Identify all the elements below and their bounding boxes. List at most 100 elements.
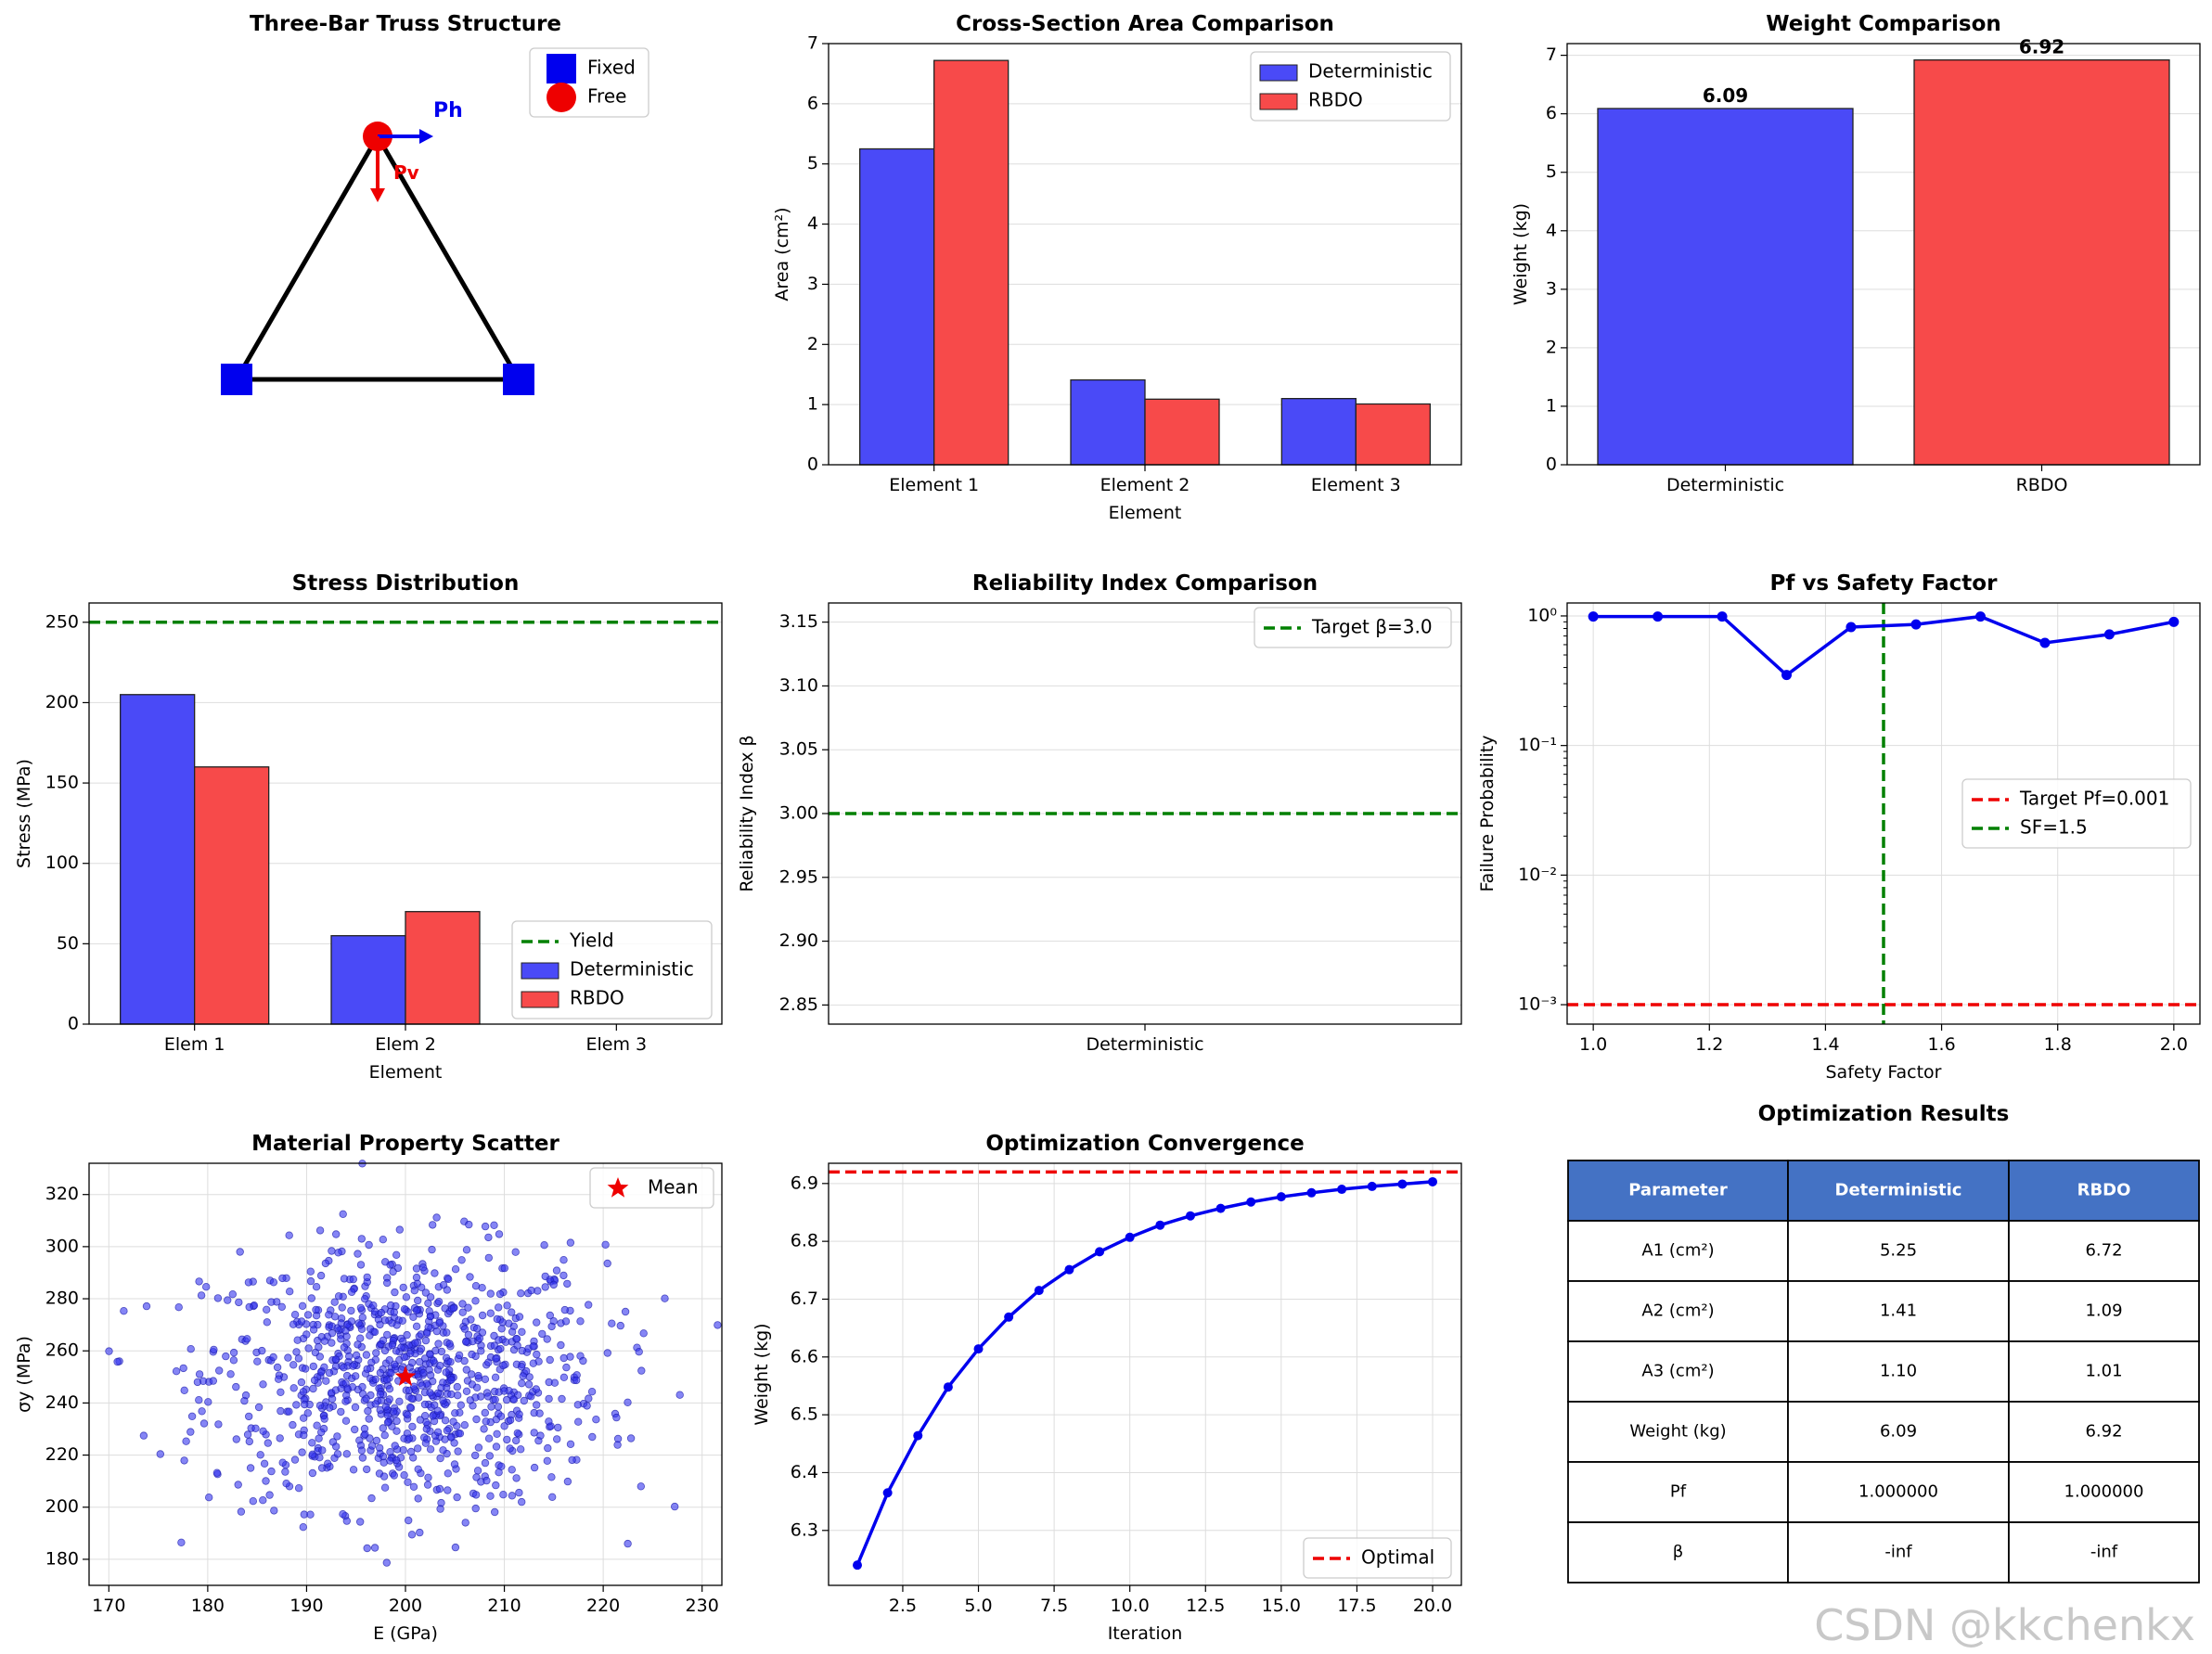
- area-bar-rbdo: [933, 59, 1010, 466]
- scatter-point: [433, 1406, 442, 1415]
- scatter-point: [228, 1289, 237, 1299]
- scatter-point: [553, 1435, 561, 1443]
- scatter-point: [376, 1368, 385, 1378]
- convergence-point: [1095, 1247, 1105, 1257]
- scatter-point: [347, 1317, 356, 1326]
- results-cell: [1787, 1521, 2010, 1583]
- scatter-point: [414, 1393, 423, 1402]
- scatter-point: [180, 1456, 188, 1465]
- scatter-point: [407, 1394, 416, 1403]
- stress-legend: [511, 920, 713, 1019]
- stress-frame: [88, 602, 723, 1025]
- results-cell: [2008, 1461, 2200, 1523]
- convergence-ytick-label: 6.6: [791, 1346, 818, 1366]
- area-bar-deterministic: [859, 147, 935, 466]
- area-legend-swatch: [1259, 64, 1298, 82]
- scatter-point: [530, 1429, 538, 1437]
- scatter-point: [486, 1492, 495, 1500]
- scatter-point: [362, 1351, 371, 1359]
- scatter-point: [309, 1384, 317, 1393]
- reliability-xtick-label: Deterministic: [1086, 1034, 1203, 1055]
- pf-point: [1910, 619, 1922, 630]
- scatter-point: [352, 1372, 360, 1380]
- scatter-point: [349, 1466, 358, 1474]
- scatter-point: [405, 1516, 413, 1525]
- scatter-point: [421, 1289, 431, 1297]
- stress-ytick-label: 200: [45, 692, 79, 712]
- scatter-point: [486, 1309, 495, 1317]
- scatter-point: [182, 1437, 190, 1445]
- pf-point: [2039, 637, 2051, 648]
- scatter-xtick-label: 170: [92, 1596, 125, 1616]
- pf-point: [1653, 611, 1664, 622]
- scatter-point: [282, 1479, 290, 1488]
- scatter-point: [566, 1238, 575, 1247]
- pf-ylabel: Failure Probability: [1477, 736, 1498, 892]
- results-cell: [1567, 1401, 1789, 1463]
- scatter-point: [601, 1240, 610, 1249]
- scatter-point: [422, 1425, 431, 1433]
- scatter-point: [388, 1319, 396, 1327]
- scatter-point: [603, 1349, 611, 1357]
- scatter-point: [443, 1426, 452, 1435]
- scatter-point: [420, 1400, 430, 1409]
- scatter-point: [568, 1455, 576, 1465]
- truss-diagram: [234, 135, 521, 382]
- scatter-point: [351, 1425, 359, 1434]
- scatter-xtick-label: 190: [289, 1596, 323, 1616]
- scatter-point: [493, 1430, 501, 1438]
- scatter-point: [512, 1474, 521, 1482]
- scatter-point: [260, 1459, 269, 1468]
- scatter-point: [276, 1406, 285, 1416]
- scatter-point: [500, 1422, 508, 1430]
- scatter-point: [499, 1361, 508, 1370]
- scatter-point: [276, 1434, 284, 1442]
- scatter-point: [303, 1311, 313, 1319]
- scatter-point: [560, 1305, 569, 1314]
- scatter-point: [341, 1417, 351, 1425]
- scatter-point: [332, 1442, 341, 1451]
- area-legend-label: RBDO: [1308, 89, 1363, 111]
- scatter-point: [245, 1412, 253, 1421]
- scatter-point: [316, 1271, 326, 1280]
- scatter-point: [381, 1403, 391, 1411]
- scatter-point: [358, 1454, 367, 1462]
- scatter-point: [423, 1481, 432, 1489]
- scatter-point: [458, 1300, 467, 1308]
- pf-legend: [1961, 778, 2192, 849]
- scatter-point: [377, 1308, 386, 1317]
- scatter-point: [477, 1347, 485, 1355]
- scatter-point: [543, 1456, 551, 1465]
- area-ylabel: Area (cm²): [772, 207, 792, 301]
- scatter-point: [447, 1390, 456, 1399]
- scatter-point: [491, 1395, 499, 1404]
- convergence-point: [1215, 1203, 1226, 1213]
- convergence-xtick-label: 7.5: [1040, 1596, 1068, 1616]
- scatter-point: [259, 1380, 267, 1389]
- scatter-point: [483, 1392, 493, 1401]
- scatter-point: [417, 1344, 426, 1353]
- scatter-point: [421, 1411, 430, 1420]
- scatter-point: [406, 1447, 416, 1456]
- scatter-point: [445, 1340, 454, 1348]
- scatter-point: [292, 1401, 301, 1409]
- scatter-point: [310, 1376, 319, 1385]
- scatter-point: [436, 1454, 444, 1463]
- scatter-point: [433, 1428, 443, 1436]
- area-xlabel: Element: [1109, 503, 1182, 523]
- scatter-point: [387, 1301, 395, 1310]
- stress-xlabel: Element: [369, 1062, 443, 1083]
- scatter-point: [431, 1269, 439, 1277]
- scatter-point: [508, 1327, 517, 1336]
- convergence-xtick-label: 2.5: [889, 1596, 917, 1616]
- reliability-frame: [828, 602, 1462, 1025]
- stress-bar-rbdo: [405, 911, 481, 1025]
- scatter-point: [444, 1469, 452, 1478]
- scatter-point: [286, 1287, 294, 1296]
- scatter-point: [405, 1403, 415, 1412]
- scatter-point: [315, 1342, 323, 1352]
- scatter-point: [529, 1342, 537, 1351]
- scatter-point: [306, 1510, 315, 1519]
- convergence-point: [973, 1344, 984, 1354]
- scatter-point: [232, 1382, 240, 1391]
